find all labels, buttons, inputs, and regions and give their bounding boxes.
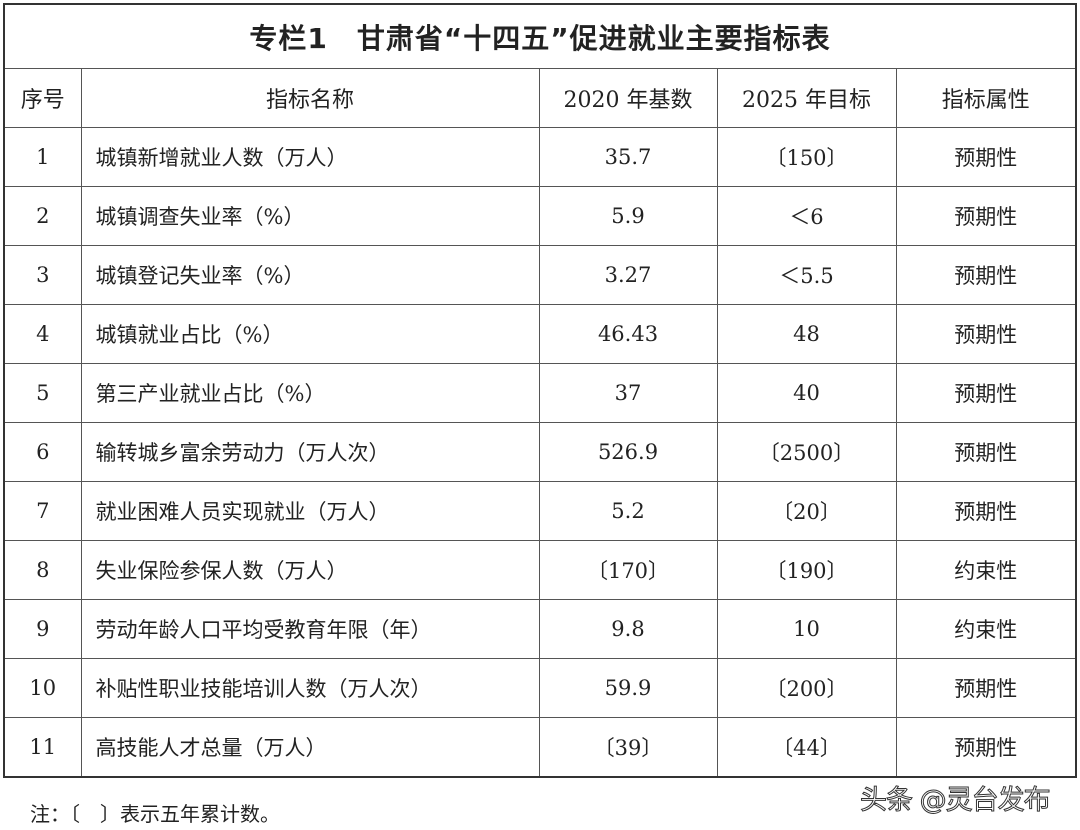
cell-name: 失业保险参保人数（万人） bbox=[80, 540, 540, 600]
cell-index: 2 bbox=[3, 186, 82, 246]
cell-attribute: 预期性 bbox=[895, 304, 1077, 364]
cell-target-2025: ＜5.5 bbox=[716, 245, 897, 305]
table-row: 5 第三产业就业占比（%） 37 40 预期性 bbox=[3, 363, 1077, 423]
cell-base-2020: 5.2 bbox=[538, 481, 718, 541]
table-row: 4 城镇就业占比（%） 46.43 48 预期性 bbox=[3, 304, 1077, 364]
cell-target-2025: ＜6 bbox=[716, 186, 897, 246]
table-row: 6 输转城乡富余劳动力（万人次） 526.9 〔2500〕 预期性 bbox=[3, 422, 1077, 482]
header-name: 指标名称 bbox=[80, 68, 540, 128]
header-base-2020: 2020 年基数 bbox=[538, 68, 718, 128]
cell-attribute: 预期性 bbox=[895, 422, 1077, 482]
cell-attribute: 约束性 bbox=[895, 540, 1077, 600]
cell-target-2025: 〔190〕 bbox=[716, 540, 897, 600]
cell-base-2020: 59.9 bbox=[538, 658, 718, 718]
cell-target-2025: 40 bbox=[716, 363, 897, 423]
table-row: 7 就业困难人员实现就业（万人） 5.2 〔20〕 预期性 bbox=[3, 481, 1077, 541]
header-row: 序号 指标名称 2020 年基数 2025 年目标 指标属性 bbox=[3, 68, 1077, 128]
table-row: 8 失业保险参保人数（万人） 〔170〕 〔190〕 约束性 bbox=[3, 540, 1077, 600]
cell-index: 6 bbox=[3, 422, 82, 482]
cell-attribute: 预期性 bbox=[895, 363, 1077, 423]
cell-base-2020: 9.8 bbox=[538, 599, 718, 659]
cell-index: 1 bbox=[3, 127, 82, 187]
cell-base-2020: 37 bbox=[538, 363, 718, 423]
cell-attribute: 约束性 bbox=[895, 599, 1077, 659]
watermark: 头条 @灵台发布 bbox=[860, 785, 1052, 817]
cell-name: 劳动年龄人口平均受教育年限（年） bbox=[80, 599, 540, 659]
cell-index: 10 bbox=[3, 658, 82, 718]
header-attribute: 指标属性 bbox=[895, 68, 1077, 128]
cell-index: 4 bbox=[3, 304, 82, 364]
cell-name: 高技能人才总量（万人） bbox=[80, 717, 540, 778]
cell-index: 3 bbox=[3, 245, 82, 305]
cell-name: 城镇调查失业率（%） bbox=[80, 186, 540, 246]
cell-name: 城镇就业占比（%） bbox=[80, 304, 540, 364]
table-row: 10 补贴性职业技能培训人数（万人次） 59.9 〔200〕 预期性 bbox=[3, 658, 1077, 718]
indicator-table: 专栏1 甘肃省“十四五”促进就业主要指标表 序号 指标名称 2020 年基数 2… bbox=[3, 3, 1078, 778]
header-index: 序号 bbox=[3, 68, 82, 128]
table-row: 2 城镇调查失业率（%） 5.9 ＜6 预期性 bbox=[3, 186, 1077, 246]
cell-name: 城镇新增就业人数（万人） bbox=[80, 127, 540, 187]
cell-target-2025: 〔2500〕 bbox=[716, 422, 897, 482]
table-row: 11 高技能人才总量（万人） 〔39〕 〔44〕 预期性 bbox=[3, 717, 1077, 778]
footnote: 注：〔 〕表示五年累计数。 bbox=[30, 802, 280, 826]
cell-target-2025: 〔150〕 bbox=[716, 127, 897, 187]
cell-name: 第三产业就业占比（%） bbox=[80, 363, 540, 423]
table-row: 9 劳动年龄人口平均受教育年限（年） 9.8 10 约束性 bbox=[3, 599, 1077, 659]
cell-target-2025: 10 bbox=[716, 599, 897, 659]
cell-index: 5 bbox=[3, 363, 82, 423]
cell-base-2020: 5.9 bbox=[538, 186, 718, 246]
cell-target-2025: 〔200〕 bbox=[716, 658, 897, 718]
cell-base-2020: 〔39〕 bbox=[538, 717, 718, 778]
cell-target-2025: 〔44〕 bbox=[716, 717, 897, 778]
cell-attribute: 预期性 bbox=[895, 186, 1077, 246]
cell-base-2020: 3.27 bbox=[538, 245, 718, 305]
cell-base-2020: 46.43 bbox=[538, 304, 718, 364]
cell-name: 就业困难人员实现就业（万人） bbox=[80, 481, 540, 541]
cell-index: 8 bbox=[3, 540, 82, 600]
cell-attribute: 预期性 bbox=[895, 717, 1077, 778]
table-row: 1 城镇新增就业人数（万人） 35.7 〔150〕 预期性 bbox=[3, 127, 1077, 187]
cell-base-2020: 526.9 bbox=[538, 422, 718, 482]
cell-attribute: 预期性 bbox=[895, 481, 1077, 541]
cell-attribute: 预期性 bbox=[895, 127, 1077, 187]
cell-name: 输转城乡富余劳动力（万人次） bbox=[80, 422, 540, 482]
cell-target-2025: 48 bbox=[716, 304, 897, 364]
cell-target-2025: 〔20〕 bbox=[716, 481, 897, 541]
header-target-2025: 2025 年目标 bbox=[716, 68, 897, 128]
cell-attribute: 预期性 bbox=[895, 245, 1077, 305]
cell-base-2020: 〔170〕 bbox=[538, 540, 718, 600]
cell-index: 9 bbox=[3, 599, 82, 659]
cell-name: 城镇登记失业率（%） bbox=[80, 245, 540, 305]
cell-base-2020: 35.7 bbox=[538, 127, 718, 187]
cell-attribute: 预期性 bbox=[895, 658, 1077, 718]
table-title: 专栏1 甘肃省“十四五”促进就业主要指标表 bbox=[3, 3, 1077, 69]
cell-index: 7 bbox=[3, 481, 82, 541]
cell-index: 11 bbox=[3, 717, 82, 778]
table-row: 3 城镇登记失业率（%） 3.27 ＜5.5 预期性 bbox=[3, 245, 1077, 305]
cell-name: 补贴性职业技能培训人数（万人次） bbox=[80, 658, 540, 718]
